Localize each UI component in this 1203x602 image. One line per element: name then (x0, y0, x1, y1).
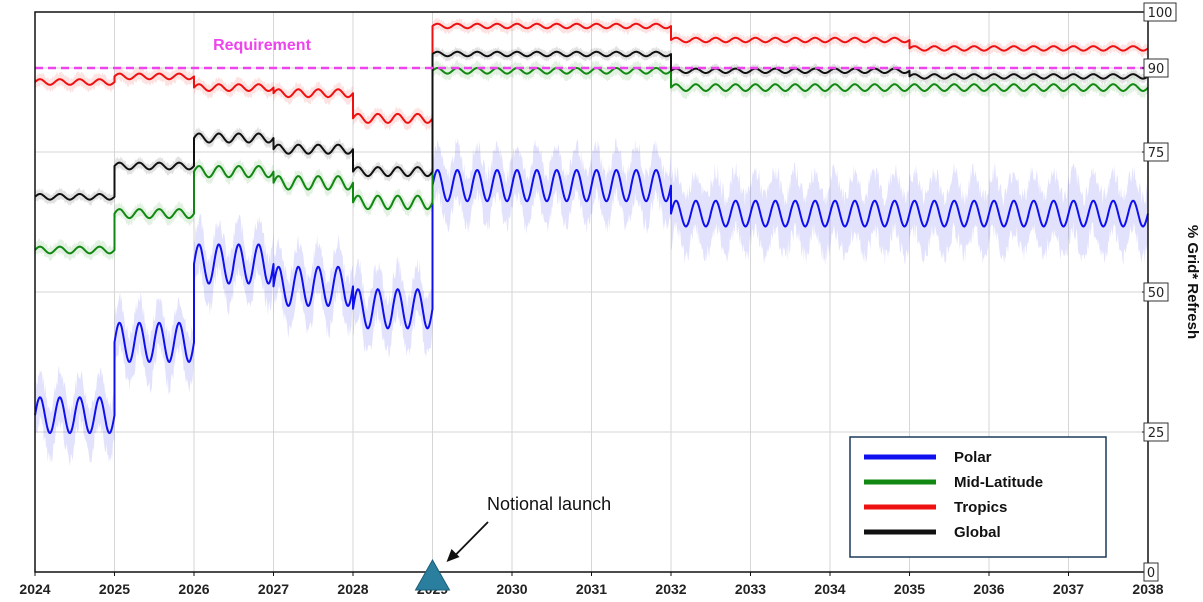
y-axis-label: % Grid* Refresh (1184, 225, 1201, 339)
legend-label: Tropics (954, 499, 1007, 516)
x-tick-label: 2025 (99, 581, 130, 597)
x-tick-label: 2027 (258, 581, 289, 597)
x-tick-label: 2035 (894, 581, 925, 597)
series-line-tropics (34, 22, 1149, 124)
series-line-polar (34, 169, 1149, 435)
y-tick-box (1143, 562, 1159, 582)
x-tick-label: 2036 (973, 581, 1004, 597)
series-noise-bands (35, 17, 1148, 466)
x-tick-label: 2033 (735, 581, 766, 597)
y-tick-box (1143, 142, 1169, 162)
x-tick-label: 2026 (178, 581, 209, 597)
legend: Polar Mid-Latitude Tropics Global (849, 436, 1107, 558)
x-axis-ticks: 2024202520262027202820292030203120322033… (19, 572, 1164, 597)
band-polar (35, 137, 1148, 466)
x-tick-label: 2028 (337, 581, 368, 597)
series-lines (34, 22, 1149, 435)
y-tick-label: 25 (1148, 426, 1165, 441)
y-tick-box (1143, 422, 1169, 442)
x-tick-label: 2024 (19, 581, 50, 597)
y-tick-label: 50 (1148, 286, 1165, 301)
launch-arrowhead-icon (446, 549, 460, 562)
legend-label: Mid-Latitude (954, 474, 1043, 491)
launch-arrow-icon (453, 521, 489, 557)
x-tick-label: 2037 (1053, 581, 1084, 597)
series-line-global (34, 50, 1149, 201)
band-tropics (35, 17, 1148, 131)
x-tick-label: 2034 (814, 581, 845, 597)
launch-triangle-icon (414, 558, 451, 591)
x-tick-label: 2031 (576, 581, 607, 597)
y-axis-ticks: 0 25 50 75 90 100 (1142, 2, 1177, 582)
y-tick-box (1143, 2, 1177, 22)
requirement-label: Requirement (213, 37, 311, 54)
series-line-mid-latitude (34, 67, 1149, 255)
y-tick-label: 100 (1148, 6, 1173, 21)
y-tick-label: 0 (1147, 566, 1155, 581)
y-tick-label: 90 (1148, 62, 1165, 77)
y-tick-box (1143, 58, 1169, 78)
x-tick-label: 2032 (655, 581, 686, 597)
legend-label: Polar (954, 449, 992, 466)
y-tick-label: 75 (1148, 146, 1165, 161)
x-tick-label: 2038 (1132, 581, 1163, 597)
x-tick-label: 2030 (496, 581, 527, 597)
y-tick-box (1143, 282, 1169, 302)
launch-annotation: Notional launch (487, 494, 611, 514)
legend-label: Global (954, 524, 1001, 541)
